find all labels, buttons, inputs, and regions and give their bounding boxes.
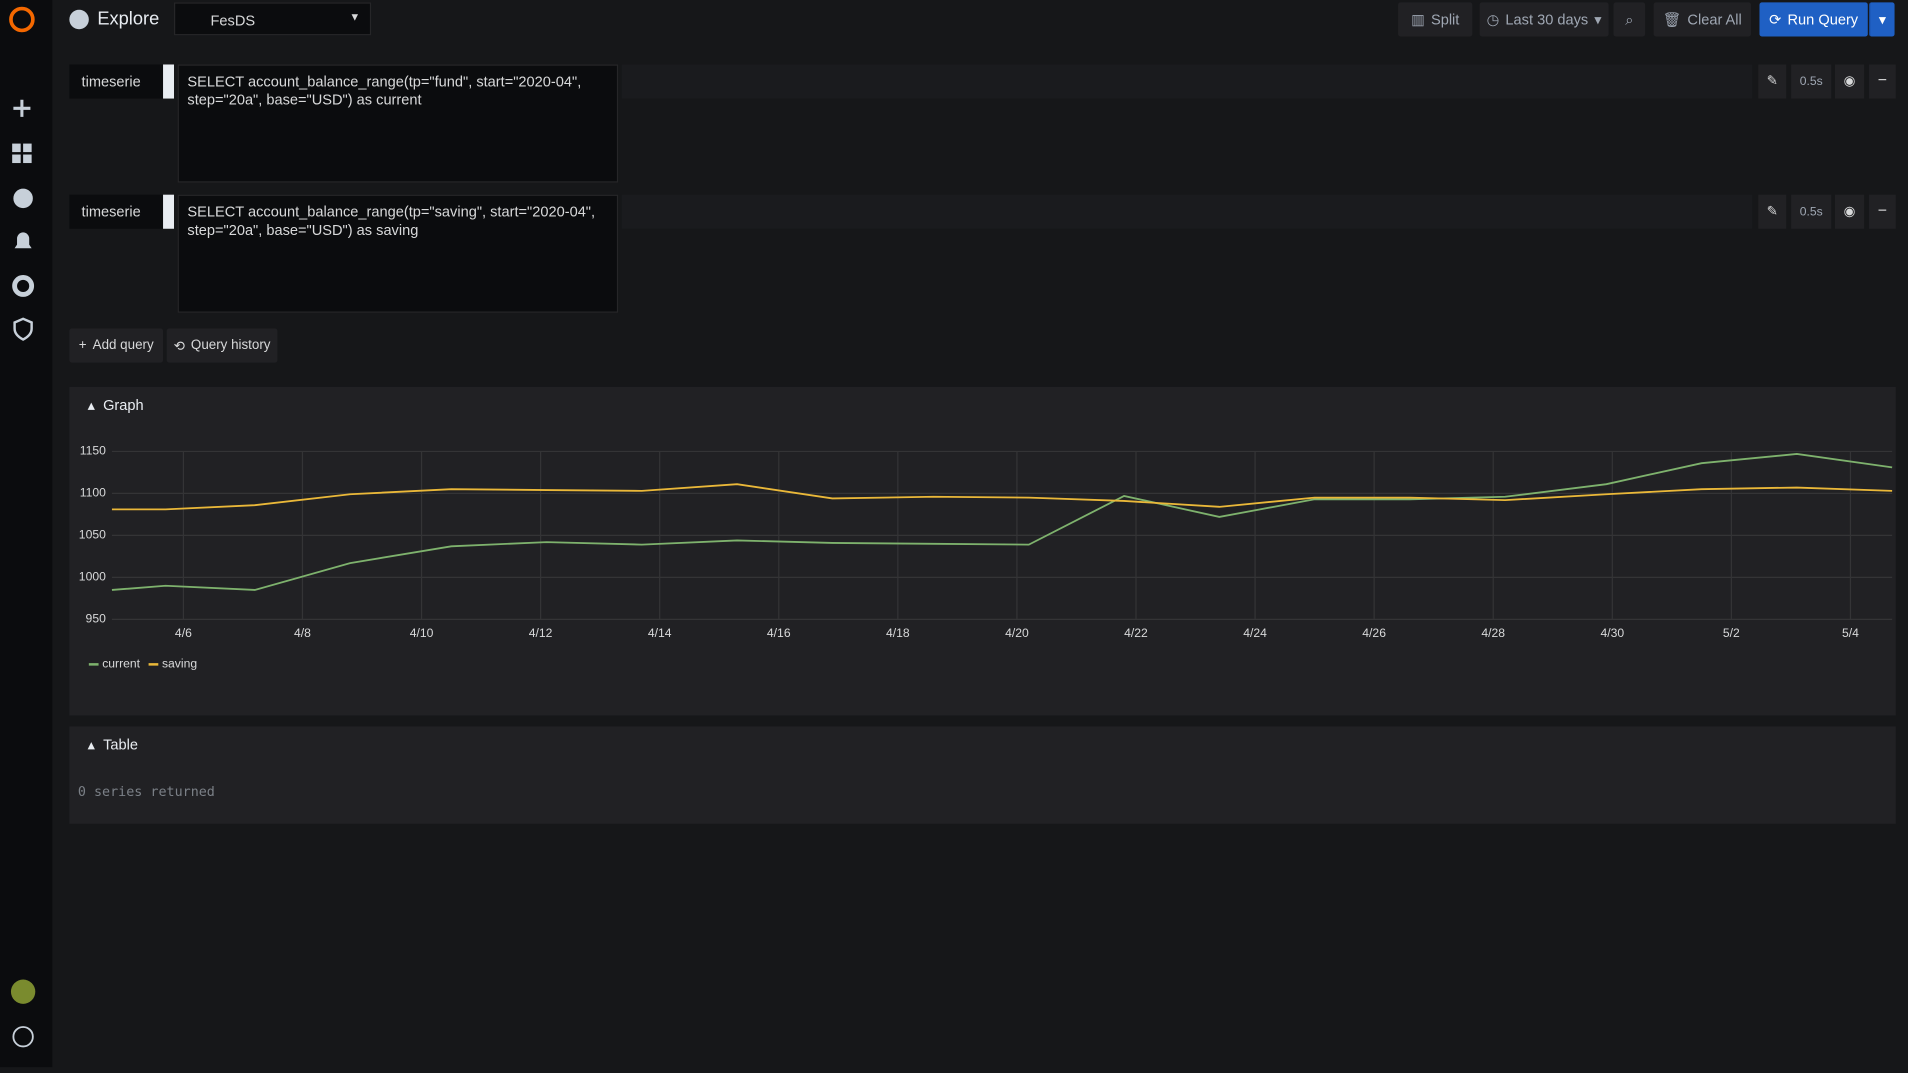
format-select[interactable]: timeserie [69,194,164,229]
x-tick-label: 4/30 [1600,626,1624,640]
create-icon[interactable] [13,99,31,117]
query-history-label: Query history [190,338,271,353]
alert-icon[interactable] [14,232,32,249]
query-editor[interactable]: SELECT account_balance_range(tp="saving"… [177,194,619,313]
time-range: Last 30 days [1505,10,1589,28]
format-toggle[interactable] [163,194,175,229]
x-tick-label: 4/22 [1124,626,1148,640]
x-tick-label: 4/8 [294,626,311,640]
edit-button[interactable]: ✎ [1758,194,1787,229]
visibility-button[interactable]: ◉ [1834,194,1865,229]
table-panel [69,726,1896,824]
edit-button[interactable]: ✎ [1758,64,1787,99]
x-tick-label: 5/4 [1842,626,1859,640]
x-tick-label: 4/26 [1362,626,1386,640]
avatar[interactable] [10,979,36,1004]
x-tick-label: 4/24 [1243,626,1267,640]
clear-button[interactable]: 🗑 Clear All [1653,2,1751,37]
legend-label: current [102,657,140,671]
x-tick-label: 4/16 [767,626,791,640]
chart: 950 1000 1050 1100 1150 4/6 4/8 4/10 4/12 4/14 4/1… [79,444,1893,671]
logo[interactable] [9,6,35,33]
help-icon[interactable] [12,1026,34,1048]
table-title: Table [103,736,138,754]
graph-title: Graph [103,396,144,414]
nav-icons [9,6,36,1048]
add-query-label: Add query [92,338,154,353]
query-editor[interactable]: SELECT account_balance_range(tp="fund", … [177,64,619,183]
visibility-button[interactable]: ◉ [1834,64,1865,99]
split-button[interactable]: ▥ Split [1398,2,1473,37]
split-label: Split [1430,10,1460,28]
x-tick-label: 4/10 [410,626,434,640]
explore-icon[interactable] [13,188,33,209]
page-title: Explore [97,8,160,30]
table-message: 0 series returned [77,783,215,800]
y-tick-label: 1000 [79,570,106,584]
zoom-button[interactable]: ⌕ [1613,2,1646,37]
x-tick-label: 4/20 [1005,626,1029,640]
legend-label: saving [162,657,197,671]
format-toggle[interactable] [163,64,175,99]
y-tick-label: 1100 [80,486,106,500]
y-tick-label: 1150 [80,444,106,458]
query-time: 0.5s [1791,64,1832,99]
datasource-name: FesDS [210,12,256,30]
series-line [111,483,1893,511]
clear-label: Clear All [1687,10,1742,28]
admin-icon[interactable] [13,317,33,341]
side-nav [0,0,53,1068]
format-select[interactable]: timeserie [69,64,164,99]
add-query-button[interactable]: + Add query [69,328,164,363]
x-tick-label: 5/2 [1723,626,1740,640]
graph-panel [69,386,1896,716]
run-button[interactable]: ⟳ Run Query [1759,2,1868,37]
datasource-picker[interactable]: FesDS ▼ [174,2,372,36]
config-icon[interactable] [12,274,35,297]
query-history-button[interactable]: ⟲ Query history [166,328,278,363]
y-tick-label: 1050 [79,528,106,542]
query-time: 0.5s [1791,194,1832,229]
x-tick-label: 4/14 [648,626,672,640]
series-line [111,453,1893,591]
x-tick-label: 4/6 [175,626,192,640]
x-tick-label: 4/18 [886,626,910,640]
dashboards-icon[interactable] [12,143,32,164]
x-tick-label: 4/12 [529,626,553,640]
query-options [621,64,1753,99]
table-header[interactable]: ▴ Table [87,736,138,754]
y-tick-label: 950 [86,612,107,626]
remove-button[interactable]: − [1869,64,1896,99]
remove-button[interactable]: − [1869,194,1896,229]
graph-header[interactable]: ▴ Graph [87,396,144,414]
x-tick-label: 4/28 [1481,626,1505,640]
run-label: Run Query [1787,10,1859,28]
explore-header-icon [69,9,89,30]
query-options [621,194,1753,229]
time-picker[interactable]: ◷ Last 30 days ▾ [1479,2,1609,37]
run-dropdown[interactable]: ▾ [1869,2,1895,37]
